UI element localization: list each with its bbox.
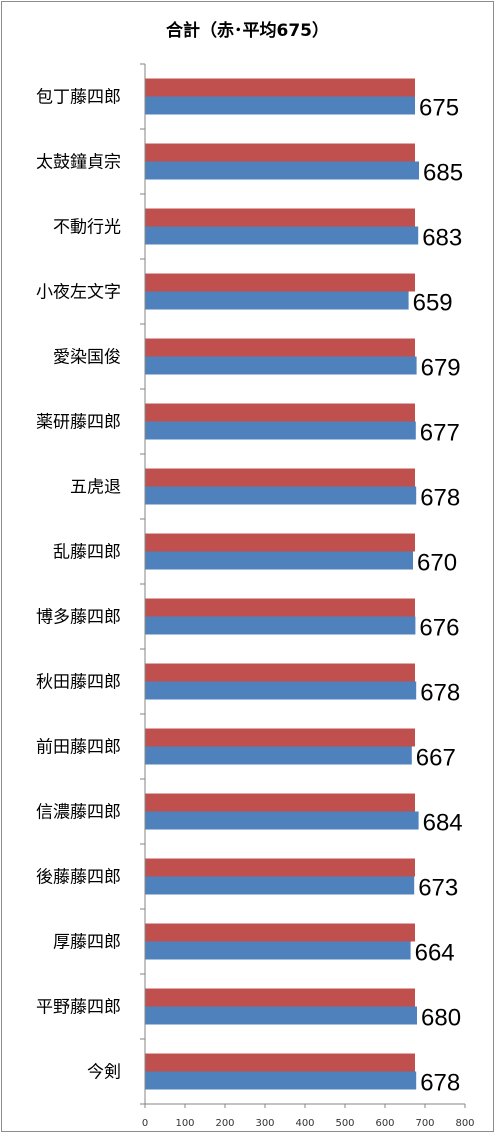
bar-average [145,533,415,552]
category-label: 秋田藤四郎 [36,673,121,693]
bar-total [145,681,417,700]
data-label: 675 [419,95,459,122]
data-label: 683 [422,225,462,252]
bar-total [145,1071,417,1090]
bar-average [145,403,415,422]
bar-average [145,663,415,682]
bar-average [145,273,415,292]
x-tick-label: 800 [455,1118,474,1129]
data-label: 684 [423,810,463,837]
bar-total [145,941,411,960]
category-label: 愛染国俊 [53,348,121,368]
bar-total [145,96,415,115]
bar-average [145,988,415,1007]
bar-average [145,598,415,617]
bar-chart: 包丁藤四郎 675 太鼓鐘貞宗 685 不動行光 683 小夜左文字 659 愛染国俊 679 薬研… [36,63,475,1129]
bar-average [145,338,415,357]
category-label: 小夜左文字 [36,283,121,303]
data-label: 680 [421,1005,461,1032]
x-tick-label: 700 [415,1118,434,1129]
bar-total [145,876,415,895]
x-tick-label: 400 [295,1118,314,1129]
bar-average [145,858,415,877]
bar-average [145,78,415,97]
bar-total [145,356,417,375]
bar-total [145,486,417,505]
data-label: 664 [415,940,455,967]
data-label: 673 [418,875,458,902]
x-tick-label: 100 [175,1118,194,1129]
category-label: 前田藤四郎 [36,738,121,758]
category-label: 五虎退 [70,478,121,498]
bar-total [145,421,416,440]
category-label: 平野藤四郎 [36,998,121,1018]
x-tick-label: 200 [215,1118,234,1129]
bar-total [145,551,413,570]
category-label: 厚藤四郎 [53,933,121,953]
category-label: 後藤藤四郎 [36,868,121,888]
x-tick-label: 0 [142,1118,148,1129]
x-tick-label: 600 [375,1118,394,1129]
data-label: 677 [420,420,460,447]
bar-total [145,1006,417,1025]
category-label: 包丁藤四郎 [36,88,121,108]
bar-average [145,728,415,747]
category-label: 太鼓鐘貞宗 [36,153,121,173]
data-label: 676 [419,615,459,642]
bar-average [145,793,415,812]
bar-total [145,811,419,830]
data-label: 659 [413,290,453,317]
data-label: 685 [423,160,463,187]
category-label: 薬研藤四郎 [36,413,121,433]
category-label: 今剣 [87,1063,121,1083]
bar-average [145,1053,415,1072]
data-label: 678 [420,680,460,707]
x-tick-label: 300 [255,1118,274,1129]
bar-total [145,746,412,765]
data-label: 678 [420,1070,460,1097]
data-label: 667 [416,745,456,772]
category-label: 博多藤四郎 [36,608,121,628]
x-tick-label: 500 [335,1118,354,1129]
bar-total [145,161,419,180]
chart-title: 合計（赤･平均675） [166,21,329,41]
bar-average [145,143,415,162]
data-label: 670 [417,550,457,577]
category-label: 乱藤四郎 [53,543,121,563]
category-label: 信濃藤四郎 [36,803,121,823]
bar-total [145,226,419,245]
data-label: 679 [421,355,461,382]
bar-average [145,208,415,227]
bar-total [145,616,416,635]
bar-average [145,468,415,487]
data-label: 678 [420,485,460,512]
bar-average [145,923,415,942]
category-label: 不動行光 [53,218,121,238]
bar-total [145,291,409,310]
